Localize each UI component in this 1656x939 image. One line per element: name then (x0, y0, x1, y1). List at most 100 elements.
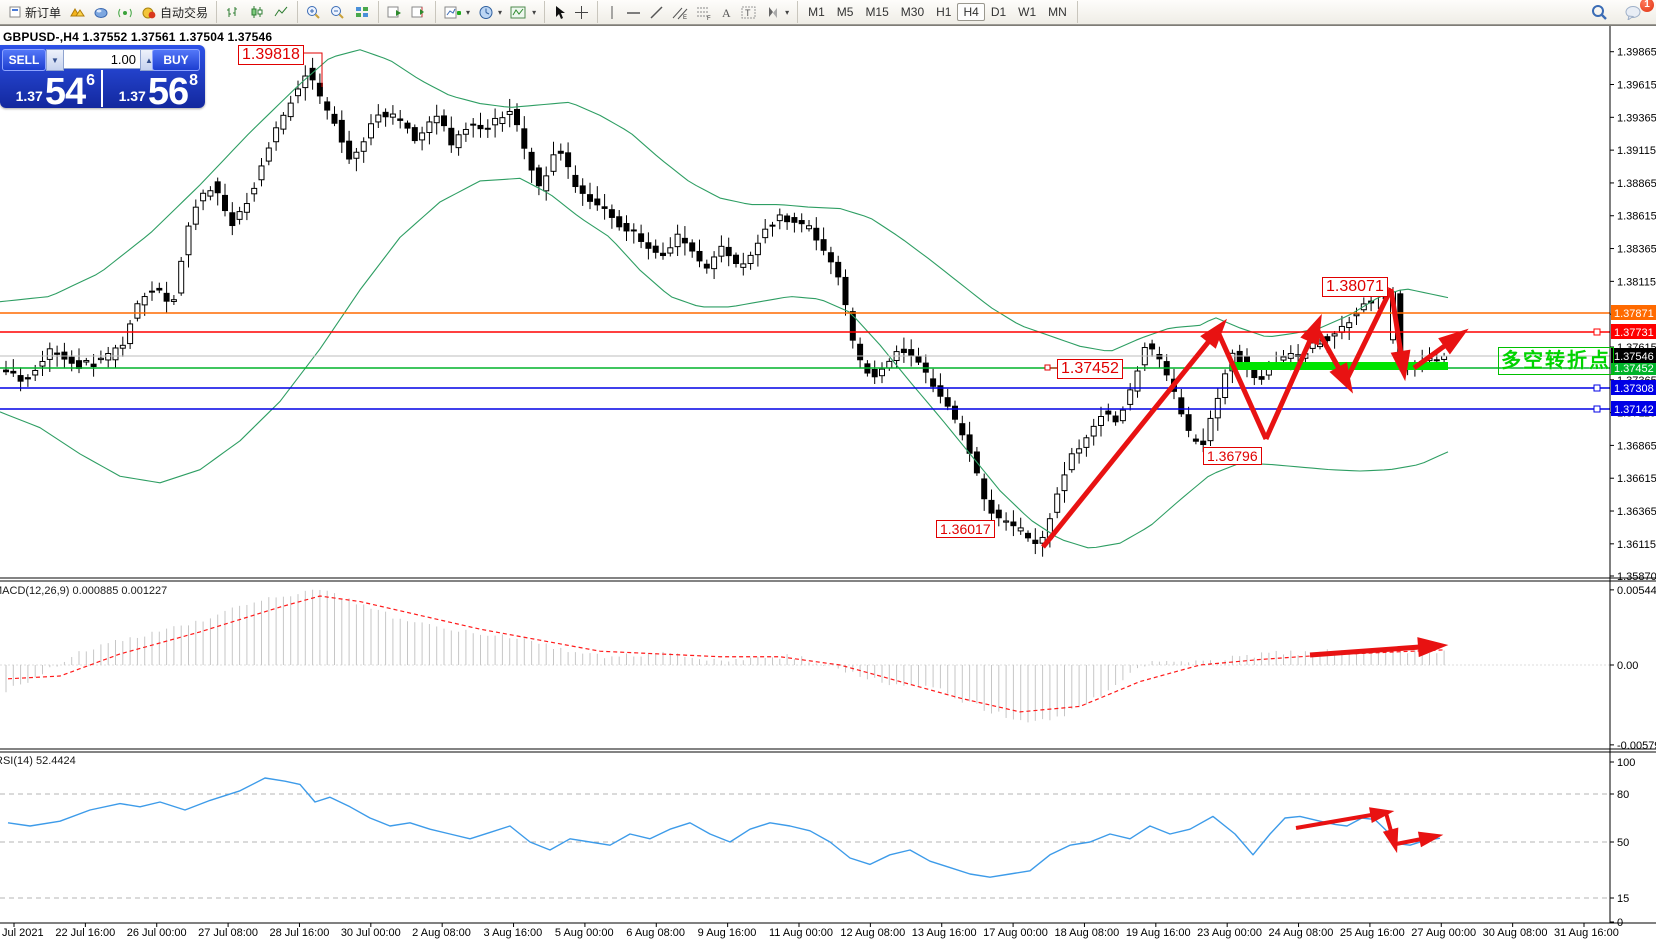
trendline-icon[interactable] (645, 3, 668, 22)
svg-text:9 Aug 16:00: 9 Aug 16:00 (698, 927, 757, 939)
svg-text:1.36115: 1.36115 (1617, 539, 1656, 551)
buy-button[interactable]: BUY (152, 49, 200, 71)
line-chart-icon[interactable] (269, 3, 293, 21)
search-icon[interactable] (1587, 2, 1612, 23)
tab-timeframe-H1[interactable]: H1 (936, 5, 952, 19)
tab-timeframe-M30[interactable]: M30 (900, 5, 925, 19)
tab-timeframe-M15[interactable]: M15 (865, 5, 889, 19)
cursor-icon[interactable] (549, 3, 570, 22)
svg-text:12 Aug 08:00: 12 Aug 08:00 (840, 927, 905, 939)
timeframe-toolbar: M1 M5 M15 M30 H1 H4 D1 W1 MN (798, 1, 1078, 23)
chat-icon[interactable]: 1 (1620, 0, 1654, 22)
vertical-line-icon[interactable] (602, 3, 622, 22)
bar-chart-icon[interactable] (221, 3, 245, 21)
zoom-out-icon[interactable] (326, 3, 350, 22)
svg-text:A: A (722, 6, 731, 20)
tab-timeframe-H4[interactable]: H4 (957, 3, 985, 21)
chart-symbol-title: GBPUSD-,H4 1.37552 1.37561 1.37504 1.375… (3, 30, 273, 44)
svg-text:6 Aug 08:00: 6 Aug 08:00 (626, 927, 685, 939)
svg-text:F: F (707, 16, 711, 20)
profiles-icon[interactable]: ▾ (474, 3, 506, 22)
svg-text:19 Aug 16:00: 19 Aug 16:00 (1126, 927, 1191, 939)
price-annotation-label[interactable]: 1.37452 (1057, 359, 1123, 380)
tab-timeframe-M5[interactable]: M5 (836, 5, 854, 19)
svg-text:100: 100 (1617, 757, 1635, 769)
svg-text:13 Aug 16:00: 13 Aug 16:00 (912, 927, 977, 939)
svg-text:24 Aug 08:00: 24 Aug 08:00 (1269, 927, 1334, 939)
chart-canvas[interactable]: 1.39865 1.39615 1.39365 1.39115 1.38865 1.386… (0, 26, 1656, 939)
tab-timeframe-W1[interactable]: W1 (1018, 5, 1037, 19)
svg-text:1.37871: 1.37871 (1614, 308, 1654, 320)
crosshair-icon[interactable] (570, 3, 593, 22)
svg-text:26 Jul 00:00: 26 Jul 00:00 (127, 927, 187, 939)
indicators-icon[interactable]: ▾ (506, 3, 540, 22)
macd-indicator-label: MACD(12,26,9) 0.000885 0.001227 (0, 585, 168, 597)
rsi-line (7, 777, 1441, 878)
svg-text:30 Jul 00:00: 30 Jul 00:00 (341, 927, 401, 939)
trend-annotation-arrows[interactable] (1041, 287, 1469, 854)
turning-point-note[interactable]: 多空转折点 (1498, 347, 1614, 375)
shapes-icon[interactable]: ▾ (761, 3, 793, 22)
svg-text:1.39865: 1.39865 (1617, 47, 1656, 59)
svg-text:1.38115: 1.38115 (1617, 276, 1656, 288)
text-icon[interactable]: A (716, 3, 737, 22)
tab-timeframe-D1[interactable]: D1 (990, 5, 1007, 19)
svg-text:27 Jul 08:00: 27 Jul 08:00 (198, 927, 258, 939)
price-annotation-label[interactable]: 1.36017 (936, 520, 995, 539)
svg-text:1.37142: 1.37142 (1614, 404, 1654, 416)
svg-text:2 Aug 08:00: 2 Aug 08:00 (412, 927, 471, 939)
svg-text:1.36365: 1.36365 (1617, 506, 1656, 518)
svg-text:1.36865: 1.36865 (1617, 440, 1656, 452)
svg-text:E: E (683, 15, 687, 20)
svg-text:11 Aug 00:00: 11 Aug 00:00 (769, 927, 833, 939)
svg-text:25 Aug 16:00: 25 Aug 16:00 (1340, 927, 1405, 939)
horizontal-line-icon[interactable] (622, 3, 645, 22)
price-annotation-label[interactable]: 1.38071 (1322, 277, 1388, 298)
rsi-indicator-label: RSI(14) 52.4424 (0, 755, 76, 767)
chart-shift-icon[interactable] (407, 3, 431, 21)
chart-forward-icon[interactable] (383, 3, 407, 21)
candlestick-icon[interactable] (245, 3, 269, 21)
one-click-trading-panel: SELL ▼ ▲ BUY 1.37 54 6 1.37 56 8 (0, 45, 205, 113)
webtrader-icon[interactable] (89, 3, 113, 21)
gold-icon[interactable] (65, 3, 89, 21)
pane-frames (0, 26, 1656, 924)
tab-timeframe-MN[interactable]: MN (1048, 5, 1067, 19)
volume-input[interactable] (64, 49, 140, 69)
price-annotation-label[interactable]: 1.36796 (1203, 447, 1262, 466)
svg-text:1.35870: 1.35870 (1617, 571, 1656, 583)
svg-text:0.005448: 0.005448 (1617, 585, 1656, 597)
fibonacci-icon[interactable]: F (692, 3, 716, 22)
volume-stepper: ▼ ▲ (46, 49, 158, 71)
new-order-button[interactable]: 新订单 (4, 2, 65, 23)
svg-text:1.37731: 1.37731 (1614, 327, 1654, 339)
svg-text:-0.00579: -0.00579 (1617, 740, 1656, 752)
indicator-gridlines (0, 664, 1610, 899)
text-label-icon[interactable]: T (737, 3, 761, 22)
auto-trading-button[interactable]: 自动交易 (137, 2, 212, 23)
price-annotation-label[interactable]: 1.39818 (238, 45, 304, 66)
new-chart-icon[interactable]: ▾ (440, 3, 474, 22)
svg-text:27 Aug 00:00: 27 Aug 00:00 (1411, 927, 1476, 939)
tab-timeframe-M1[interactable]: M1 (808, 5, 825, 19)
macd-histogram (5, 589, 1445, 723)
price-axis: 1.39865 1.39615 1.39365 1.39115 1.38865 1.386… (1610, 47, 1656, 929)
sell-button[interactable]: SELL (2, 49, 46, 71)
buy-price[interactable]: 1.37 56 8 (118, 71, 198, 113)
horizontal-level-lines[interactable] (0, 312, 1610, 413)
svg-text:T: T (745, 8, 751, 18)
svg-text:1.38365: 1.38365 (1617, 244, 1656, 256)
svg-text:0.00: 0.00 (1617, 660, 1638, 672)
notification-badge: 1 (1640, 0, 1654, 12)
svg-text:1.37452: 1.37452 (1614, 363, 1654, 375)
volume-down-button[interactable]: ▼ (46, 49, 64, 71)
sell-price[interactable]: 1.37 54 6 (15, 71, 95, 113)
price-divider (101, 70, 103, 107)
signal-icon[interactable] (113, 3, 137, 21)
channel-icon[interactable]: E (668, 3, 692, 22)
svg-text:28 Jul 16:00: 28 Jul 16:00 (269, 927, 329, 939)
svg-text:0: 0 (1617, 917, 1623, 929)
tile-windows-icon[interactable] (350, 3, 374, 21)
zoom-in-icon[interactable] (302, 3, 326, 22)
